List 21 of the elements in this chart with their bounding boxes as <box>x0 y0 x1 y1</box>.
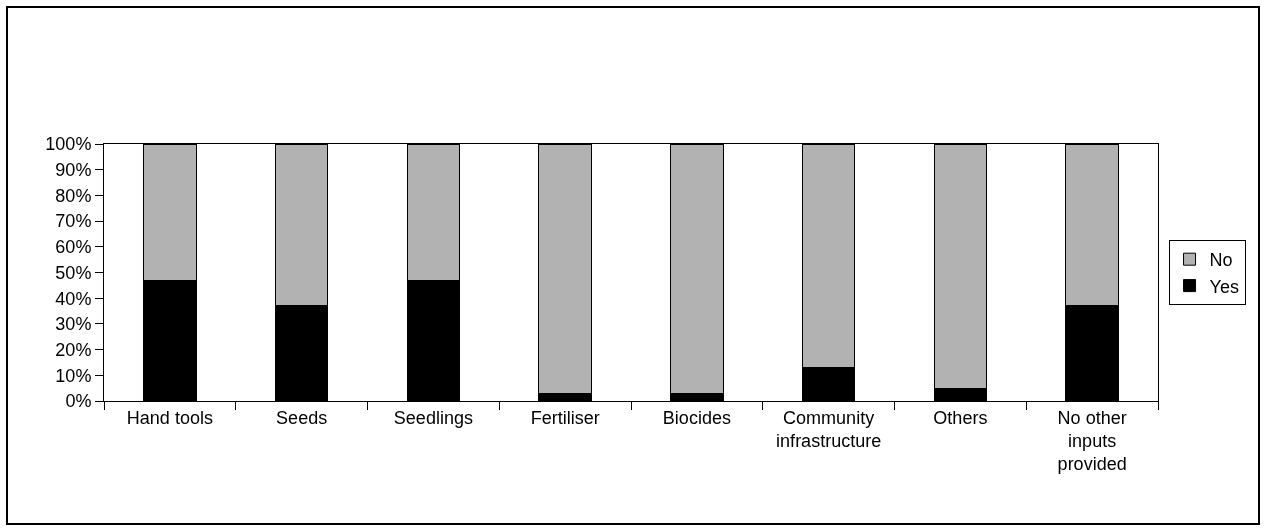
x-tick-label: Hand tools <box>126 407 213 428</box>
y-tick-label: 40% <box>55 288 92 309</box>
x-tick-label: Fertiliser <box>530 407 600 428</box>
y-tick-label: 50% <box>55 262 92 283</box>
legend-label: No <box>1209 250 1233 271</box>
legend-label: Yes <box>1209 276 1239 297</box>
y-tick-label: 80% <box>55 185 92 206</box>
x-tick-label: Seeds <box>276 407 328 428</box>
y-tick-label: 20% <box>55 339 92 360</box>
y-tick-label: 0% <box>65 391 92 412</box>
y-tick-label: 30% <box>55 314 92 335</box>
x-tick-label: Others <box>933 407 988 428</box>
x-tick-label: Biocides <box>662 407 731 428</box>
y-tick-label: 10% <box>55 365 92 386</box>
y-tick-label: 60% <box>55 237 92 258</box>
x-tick-label: Seedlings <box>393 407 473 428</box>
x-tick-label: Community infrastructure <box>776 407 882 451</box>
y-tick-label: 70% <box>55 211 92 232</box>
x-tick-label: No other inputs provided <box>1057 407 1127 475</box>
y-tick-label: 90% <box>55 160 92 180</box>
y-tick-label: 100% <box>45 134 92 155</box>
